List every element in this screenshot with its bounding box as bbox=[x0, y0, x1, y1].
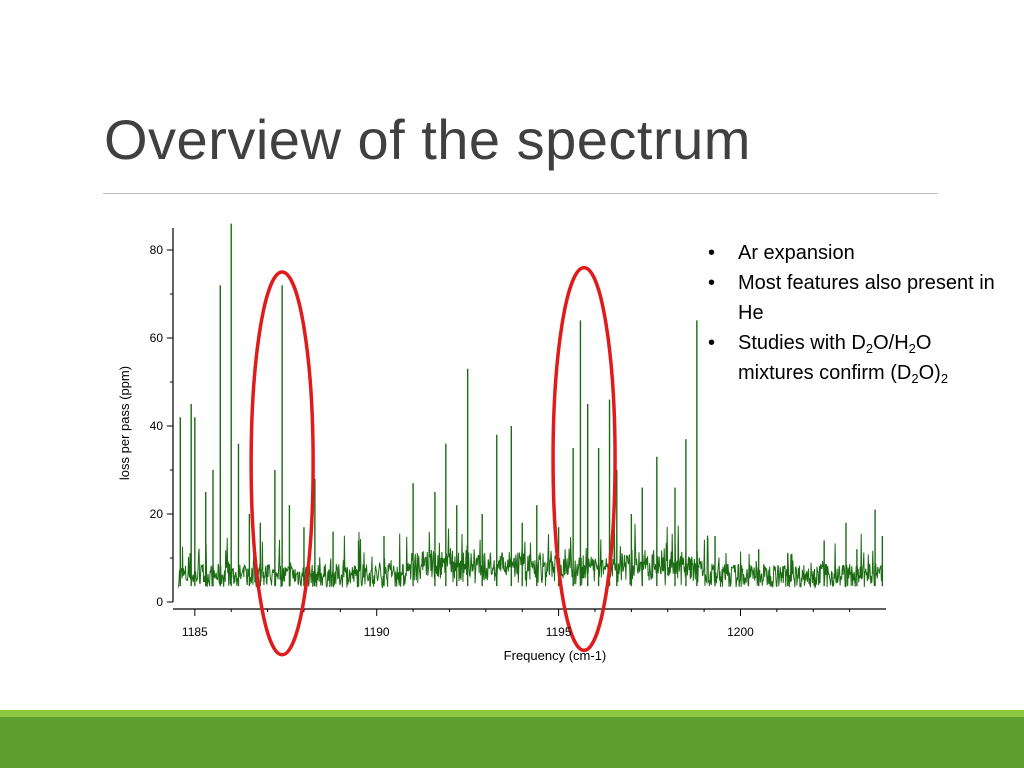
plot-area bbox=[178, 223, 884, 589]
bullet-item: Ar expansion bbox=[706, 238, 1006, 268]
x-tick-label: 1190 bbox=[364, 625, 390, 639]
title-divider bbox=[103, 193, 938, 194]
bullet-text: O mixtures confirm (D bbox=[738, 332, 932, 384]
footer-band bbox=[0, 717, 1024, 768]
y-tick-label: 80 bbox=[150, 243, 164, 257]
highlight-layer bbox=[249, 265, 617, 657]
bullet-item: Most features also present in He bbox=[706, 268, 1006, 328]
footer-accent-band bbox=[0, 710, 1024, 717]
subscript: 2 bbox=[911, 371, 919, 386]
bullet-list: Ar expansion Most features also present … bbox=[706, 238, 1006, 388]
y-axis-label: loss per pass (ppm) bbox=[117, 366, 132, 480]
y-tick-label: 40 bbox=[150, 419, 164, 433]
bullet-text: O/H bbox=[873, 332, 909, 354]
y-tick-label: 20 bbox=[150, 507, 164, 521]
bullet-text: Most features also present in He bbox=[738, 272, 995, 324]
spectrum-baseline bbox=[178, 523, 883, 589]
slide-title: Overview of the spectrum bbox=[104, 108, 751, 171]
x-axis-label: Frequency (cm-1) bbox=[504, 648, 607, 663]
bullet-text: Studies with D bbox=[738, 332, 866, 354]
y-tick-label: 0 bbox=[156, 595, 163, 609]
axis-labels: 0 20 40 60 80 1185 1190 1195 1200 Frequency (cm-1… bbox=[117, 243, 754, 663]
y-tick-label: 60 bbox=[150, 331, 164, 345]
highlight-ellipse bbox=[551, 265, 617, 653]
subscript: 2 bbox=[865, 341, 874, 356]
x-tick-label: 1185 bbox=[182, 625, 208, 639]
subscript: 2 bbox=[940, 371, 949, 386]
axes bbox=[167, 228, 886, 616]
bullet-text: Ar expansion bbox=[738, 242, 855, 264]
x-tick-label: 1195 bbox=[546, 625, 572, 639]
x-tick-label: 1200 bbox=[727, 625, 754, 639]
bullet-item: Studies with D2O/H2O mixtures confirm (D… bbox=[706, 328, 1006, 388]
bullet-text: O) bbox=[918, 362, 941, 384]
subscript: 2 bbox=[908, 341, 916, 356]
spectrum-chart: 0 20 40 60 80 1185 1190 1195 1200 Frequency (cm-1… bbox=[117, 223, 886, 663]
highlight-ellipse bbox=[249, 270, 315, 657]
